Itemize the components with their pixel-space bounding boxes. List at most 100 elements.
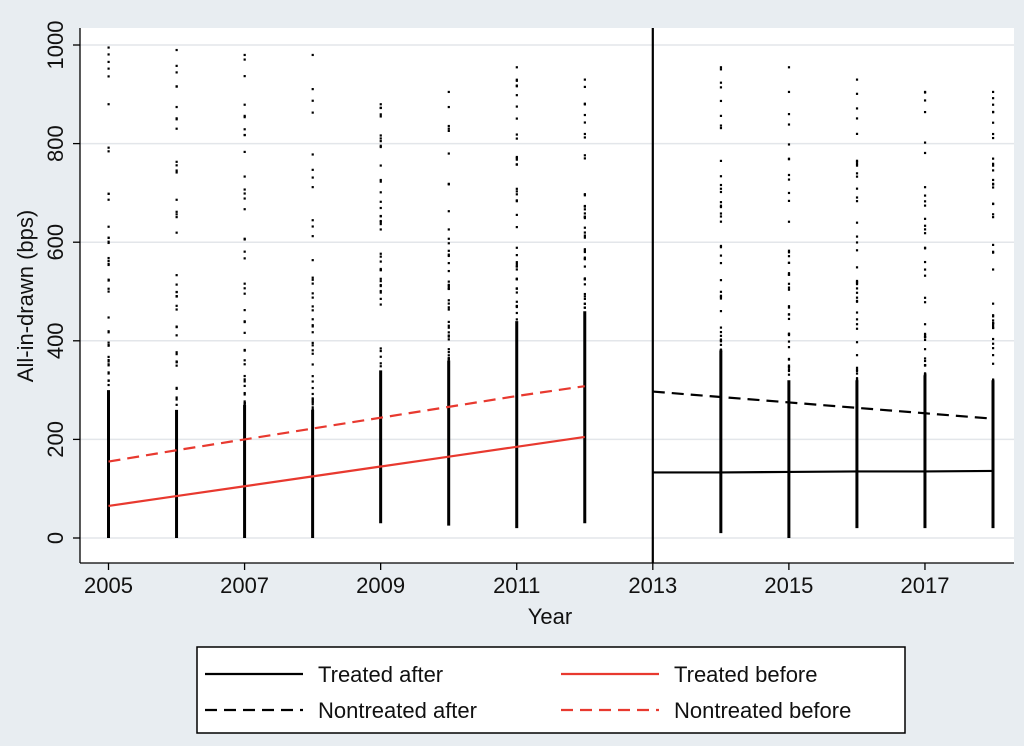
scatter-point: [243, 133, 246, 137]
scatter-point: [787, 143, 791, 146]
scatter-point: [992, 354, 995, 357]
scatter-point: [787, 346, 791, 349]
y-tick-label: 600: [43, 224, 68, 261]
scatter-point: [243, 188, 246, 191]
scatter-point: [311, 235, 314, 238]
x-tick-label: 2007: [220, 573, 269, 598]
scatter-point: [855, 162, 859, 165]
scatter-point: [379, 206, 382, 210]
scatter-point: [787, 158, 791, 161]
scatter-point: [379, 252, 382, 255]
scatter-point: [243, 320, 246, 323]
scatter-point: [787, 272, 791, 275]
scatter-point: [855, 187, 859, 190]
scatter-point: [379, 291, 382, 294]
scatter-point: [719, 204, 723, 207]
scatter-point: [243, 287, 246, 290]
scatter-column: [311, 53, 315, 538]
scatter-point: [515, 287, 518, 290]
scatter-point: [992, 322, 995, 325]
scatter-point: [787, 365, 791, 368]
scatter-point: [447, 129, 450, 132]
scatter-point: [992, 342, 995, 345]
scatter-point: [855, 318, 859, 321]
scatter-point: [719, 205, 723, 209]
scatter-point: [447, 283, 450, 286]
scatter-point: [107, 225, 110, 228]
scatter-point: [515, 137, 518, 140]
scatter-point: [923, 274, 927, 277]
scatter-point: [447, 228, 450, 231]
scatter-point: [175, 283, 178, 286]
scatter-point: [175, 353, 178, 356]
series-lines: [108, 385, 994, 508]
scatter-point: [447, 127, 450, 130]
scatter-point: [243, 393, 246, 396]
legend-item: Nontreated before: [561, 698, 851, 723]
scatter-point: [992, 90, 995, 94]
scatter-point: [379, 200, 382, 203]
scatter-point: [175, 48, 178, 52]
scatter-column: [243, 53, 247, 538]
scatter-point: [447, 269, 450, 273]
scatter-point: [719, 254, 723, 257]
y-tick-label: 400: [43, 322, 68, 359]
scatter-point: [107, 316, 110, 319]
scatter-point: [243, 53, 246, 57]
scatter-point: [855, 249, 859, 252]
scatter-point: [311, 278, 314, 281]
scatter-point: [787, 249, 791, 252]
scatter-point: [447, 210, 450, 213]
scatter-point: [379, 140, 382, 143]
scatter-point: [583, 85, 586, 89]
scatter-point: [379, 362, 382, 365]
scatter-point: [992, 319, 995, 322]
scatter-point: [243, 116, 246, 119]
scatter-point: [515, 158, 518, 161]
scatter-point: [992, 243, 995, 247]
scatter-point: [175, 403, 178, 406]
scatter-point: [515, 163, 518, 166]
scatter-point: [175, 71, 178, 74]
scatter-point: [855, 241, 859, 244]
scatter-point: [311, 99, 314, 102]
scatter-point: [515, 117, 518, 120]
scatter-point: [787, 282, 791, 285]
scatter-point: [243, 400, 246, 403]
scatter-point: [175, 198, 178, 201]
scatter-point: [583, 132, 586, 136]
scatter-point: [923, 372, 927, 375]
scatter-point: [787, 251, 791, 254]
scatter-point: [379, 355, 382, 358]
scatter-point: [719, 297, 723, 300]
scatter-point: [107, 331, 110, 334]
scatter-point: [923, 200, 927, 203]
scatter-point: [107, 236, 110, 239]
scatter-point: [515, 155, 518, 159]
legend-item: Treated before: [561, 662, 818, 687]
scatter-point: [175, 304, 178, 307]
scatter-point: [855, 377, 859, 380]
scatter-point: [243, 309, 246, 312]
scatter-point: [719, 126, 723, 130]
scatter-point: [107, 344, 110, 347]
scatter-point: [855, 354, 859, 357]
scatter-point: [923, 334, 927, 337]
scatter-point: [855, 368, 859, 371]
legend-item: Nontreated after: [205, 698, 477, 723]
scatter-point: [107, 146, 110, 149]
scatter-point: [447, 299, 450, 302]
legend-label: Nontreated before: [674, 698, 851, 723]
scatter-point: [515, 268, 518, 271]
scatter-point: [787, 317, 791, 321]
scatter-point: [787, 199, 791, 202]
scatter-point: [583, 292, 586, 296]
series-line: [108, 435, 585, 508]
scatter-point: [379, 303, 382, 306]
scatter-point: [719, 66, 723, 69]
scatter-point: [311, 352, 314, 355]
scatter-point: [175, 398, 178, 401]
scatter-column: [583, 78, 587, 524]
scatter-point: [992, 178, 995, 182]
legend-label: Nontreated after: [318, 698, 477, 723]
